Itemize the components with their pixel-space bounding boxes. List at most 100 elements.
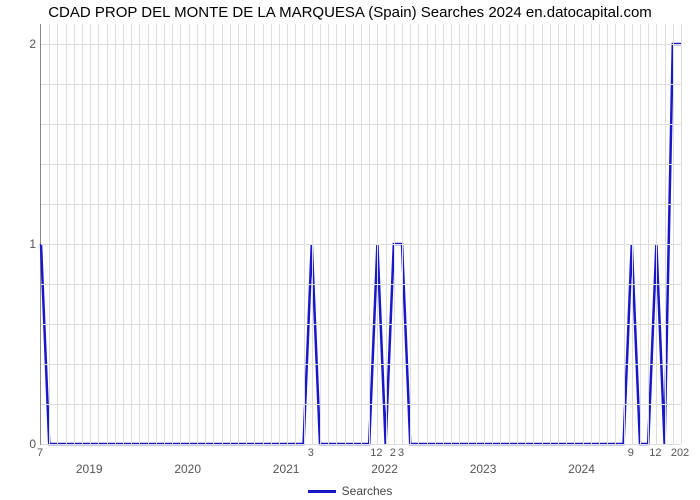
grid-v xyxy=(681,24,682,444)
grid-v xyxy=(49,24,50,444)
grid-v xyxy=(57,24,58,444)
grid-v xyxy=(624,24,625,444)
grid-v xyxy=(435,24,436,444)
grid-v xyxy=(295,24,296,444)
grid-v xyxy=(189,24,190,444)
ytick-label: 1 xyxy=(6,237,36,251)
grid-v xyxy=(271,24,272,444)
grid-v xyxy=(525,24,526,444)
ytick-label: 2 xyxy=(6,37,36,51)
grid-v xyxy=(115,24,116,444)
grid-v xyxy=(82,24,83,444)
grid-v xyxy=(139,24,140,444)
grid-v xyxy=(542,24,543,444)
grid-v xyxy=(148,24,149,444)
grid-v xyxy=(402,24,403,444)
grid-v xyxy=(74,24,75,444)
grid-v xyxy=(156,24,157,444)
grid-v xyxy=(418,24,419,444)
grid-v xyxy=(98,24,99,444)
grid-v xyxy=(246,24,247,444)
grid-v xyxy=(345,24,346,444)
grid-v xyxy=(205,24,206,444)
grid-v xyxy=(599,24,600,444)
point-label: 12 xyxy=(370,447,382,459)
grid-v xyxy=(66,24,67,444)
grid-v xyxy=(164,24,165,444)
grid-v xyxy=(583,24,584,444)
xtick-year: 2021 xyxy=(273,462,300,476)
chart-container: CDAD PROP DEL MONTE DE LA MARQUESA (Spai… xyxy=(0,0,700,500)
grid-v xyxy=(558,24,559,444)
grid-v xyxy=(361,24,362,444)
xtick-year: 2023 xyxy=(470,462,497,476)
grid-v xyxy=(107,24,108,444)
legend-swatch xyxy=(308,490,336,493)
grid-v xyxy=(648,24,649,444)
point-label: 9 xyxy=(628,447,634,459)
grid-v xyxy=(213,24,214,444)
grid-v xyxy=(451,24,452,444)
point-label: 7 xyxy=(37,447,43,459)
grid-v xyxy=(492,24,493,444)
xtick-year: 2019 xyxy=(76,462,103,476)
grid-v xyxy=(533,24,534,444)
point-label: 12 xyxy=(649,447,661,459)
grid-v xyxy=(615,24,616,444)
grid-v xyxy=(632,24,633,444)
grid-v xyxy=(304,24,305,444)
grid-v xyxy=(427,24,428,444)
grid-v xyxy=(320,24,321,444)
grid-v xyxy=(287,24,288,444)
grid-v xyxy=(197,24,198,444)
grid-h xyxy=(41,444,681,445)
grid-v xyxy=(394,24,395,444)
grid-v xyxy=(509,24,510,444)
grid-v xyxy=(123,24,124,444)
grid-v xyxy=(377,24,378,444)
grid-v xyxy=(279,24,280,444)
grid-v xyxy=(180,24,181,444)
grid-v xyxy=(254,24,255,444)
xtick-year: 2020 xyxy=(174,462,201,476)
grid-v xyxy=(369,24,370,444)
grid-v xyxy=(640,24,641,444)
grid-v xyxy=(410,24,411,444)
grid-v xyxy=(353,24,354,444)
plot-area xyxy=(40,24,681,445)
chart-title: CDAD PROP DEL MONTE DE LA MARQUESA (Spai… xyxy=(0,4,700,21)
grid-v xyxy=(230,24,231,444)
grid-v xyxy=(607,24,608,444)
grid-v xyxy=(263,24,264,444)
ytick-label: 0 xyxy=(6,437,36,451)
grid-v xyxy=(336,24,337,444)
grid-v xyxy=(673,24,674,444)
grid-v xyxy=(443,24,444,444)
grid-v xyxy=(90,24,91,444)
point-label: 202 xyxy=(671,447,689,459)
grid-v xyxy=(500,24,501,444)
point-label: 3 xyxy=(398,447,404,459)
grid-v xyxy=(468,24,469,444)
point-label: 2 xyxy=(390,447,396,459)
grid-v xyxy=(574,24,575,444)
grid-v xyxy=(222,24,223,444)
grid-v xyxy=(386,24,387,444)
grid-v xyxy=(238,24,239,444)
legend-label: Searches xyxy=(342,484,393,498)
grid-v xyxy=(566,24,567,444)
grid-v xyxy=(312,24,313,444)
grid-v xyxy=(591,24,592,444)
grid-v xyxy=(131,24,132,444)
xtick-year: 2024 xyxy=(568,462,595,476)
grid-v xyxy=(476,24,477,444)
grid-v xyxy=(172,24,173,444)
grid-v xyxy=(550,24,551,444)
point-label: 3 xyxy=(308,447,314,459)
grid-v xyxy=(517,24,518,444)
grid-v xyxy=(459,24,460,444)
legend: Searches xyxy=(0,484,700,498)
grid-v xyxy=(328,24,329,444)
grid-v xyxy=(484,24,485,444)
grid-v xyxy=(656,24,657,444)
